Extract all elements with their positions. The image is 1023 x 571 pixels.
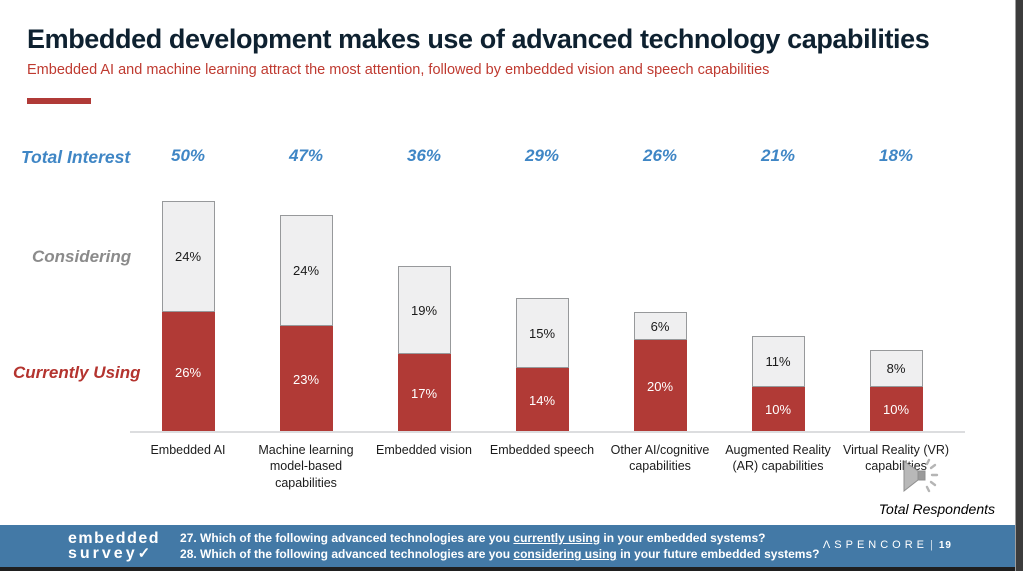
considering-segment-1: 24%: [161, 201, 215, 313]
accent-rule: [27, 98, 91, 104]
q27-prefix: 27. Which of the following advanced tech…: [180, 531, 514, 545]
q28-prefix: 28. Which of the following advanced tech…: [180, 547, 514, 561]
category-labels-row: Embedded AI Machine learning model-based …: [129, 442, 955, 491]
currently-using-series-label: Currently Using: [13, 363, 141, 382]
category-label-1: Embedded AI: [150, 443, 226, 457]
currently-using-segment-5: 20%: [633, 340, 687, 433]
bar-column-2: 24% 23%: [247, 170, 365, 433]
question-27: 27. Which of the following advanced tech…: [180, 530, 819, 546]
currently-using-segment-4: 14%: [515, 368, 569, 433]
category-label-3: Embedded vision: [376, 443, 472, 457]
considering-segment-2: 24%: [279, 214, 333, 327]
considering-series-label: Considering: [32, 247, 132, 266]
brand-name: ΛSPENCORE: [822, 539, 929, 551]
currently-using-segment-6: 10%: [751, 386, 805, 433]
total-interest-value-3: 36%: [406, 146, 442, 165]
q28-suffix: in your future embedded systems?: [616, 547, 820, 561]
bar-column-7: 8% 10%: [837, 170, 955, 433]
speaker-icon-graphic: [903, 458, 939, 493]
total-interest-value-1: 50%: [170, 146, 206, 165]
bar-column-4: 15% 14%: [483, 170, 601, 433]
considering-segment-5: 6%: [633, 312, 687, 341]
considering-segment-7: 8%: [869, 349, 923, 387]
category-label-4: Embedded speech: [489, 443, 595, 457]
considering-segment-6: 11%: [751, 335, 805, 387]
stacked-bar-chart: 24% 26% 24% 23% 19% 17% 15% 14% 6% 20% 11% 10% 8% 10%: [129, 170, 955, 433]
window-edge-right: [1015, 0, 1023, 571]
survey-questions: 27. Which of the following advanced tech…: [180, 530, 819, 562]
embedded-survey-logo: embedded survey✓: [68, 530, 161, 562]
total-interest-value-6: 21%: [760, 146, 796, 165]
audio-speaker-icon[interactable]: [901, 455, 943, 497]
currently-using-segment-7: 10%: [869, 386, 923, 433]
category-label-5: Other AI/cognitive capabilities: [610, 443, 710, 474]
window-edge-bottom: [0, 567, 1015, 571]
bar-column-5: 6% 20%: [601, 170, 719, 433]
bar-column-1: 24% 26%: [129, 170, 247, 433]
page-number: 19: [938, 540, 952, 551]
page-title: Embedded development makes use of advanc…: [27, 24, 930, 54]
aspencore-brand: ΛSPENCORE | 19: [823, 539, 952, 551]
logo-line-survey: survey✓: [68, 545, 160, 562]
total-interest-value-5: 26%: [642, 146, 678, 165]
q27-underlined-phrase: currently using: [513, 531, 601, 545]
q28-underlined-phrase: considering using: [513, 547, 617, 561]
question-28: 28. Which of the following advanced tech…: [180, 546, 819, 562]
considering-segment-4: 15%: [515, 298, 569, 369]
page-subtitle: Embedded AI and machine learning attract…: [27, 62, 770, 78]
q27-suffix: in your embedded systems?: [600, 531, 766, 545]
logo-checkmark-icon: ✓: [137, 545, 151, 562]
total-interest-value-2: 47%: [288, 146, 324, 165]
total-interest-label: Total Interest: [21, 147, 131, 167]
considering-segment-3: 19%: [397, 265, 451, 355]
currently-using-segment-2: 23%: [279, 326, 333, 433]
footer-bar: embedded survey✓ 27. Which of the follow…: [0, 525, 1015, 567]
total-interest-value-4: 29%: [524, 146, 560, 165]
currently-using-segment-3: 17%: [397, 354, 451, 433]
total-interest-values-row: 50% 47% 36% 29% 26% 21% 18%: [129, 146, 955, 166]
total-interest-value-7: 18%: [878, 146, 914, 165]
category-label-2: Machine learning model-based capabilitie…: [258, 443, 354, 490]
bar-column-6: 11% 10%: [719, 170, 837, 433]
bar-column-3: 19% 17%: [365, 170, 483, 433]
logo-line-embedded: embedded: [68, 530, 161, 547]
brand-separator: |: [930, 539, 933, 551]
x-axis-line: [130, 431, 965, 433]
logo-survey-text: survey: [68, 545, 138, 562]
category-label-6: Augmented Reality (AR) capabilities: [725, 443, 831, 474]
total-respondents-note: Total Respondents: [878, 501, 995, 517]
currently-using-segment-1: 26%: [161, 312, 215, 433]
